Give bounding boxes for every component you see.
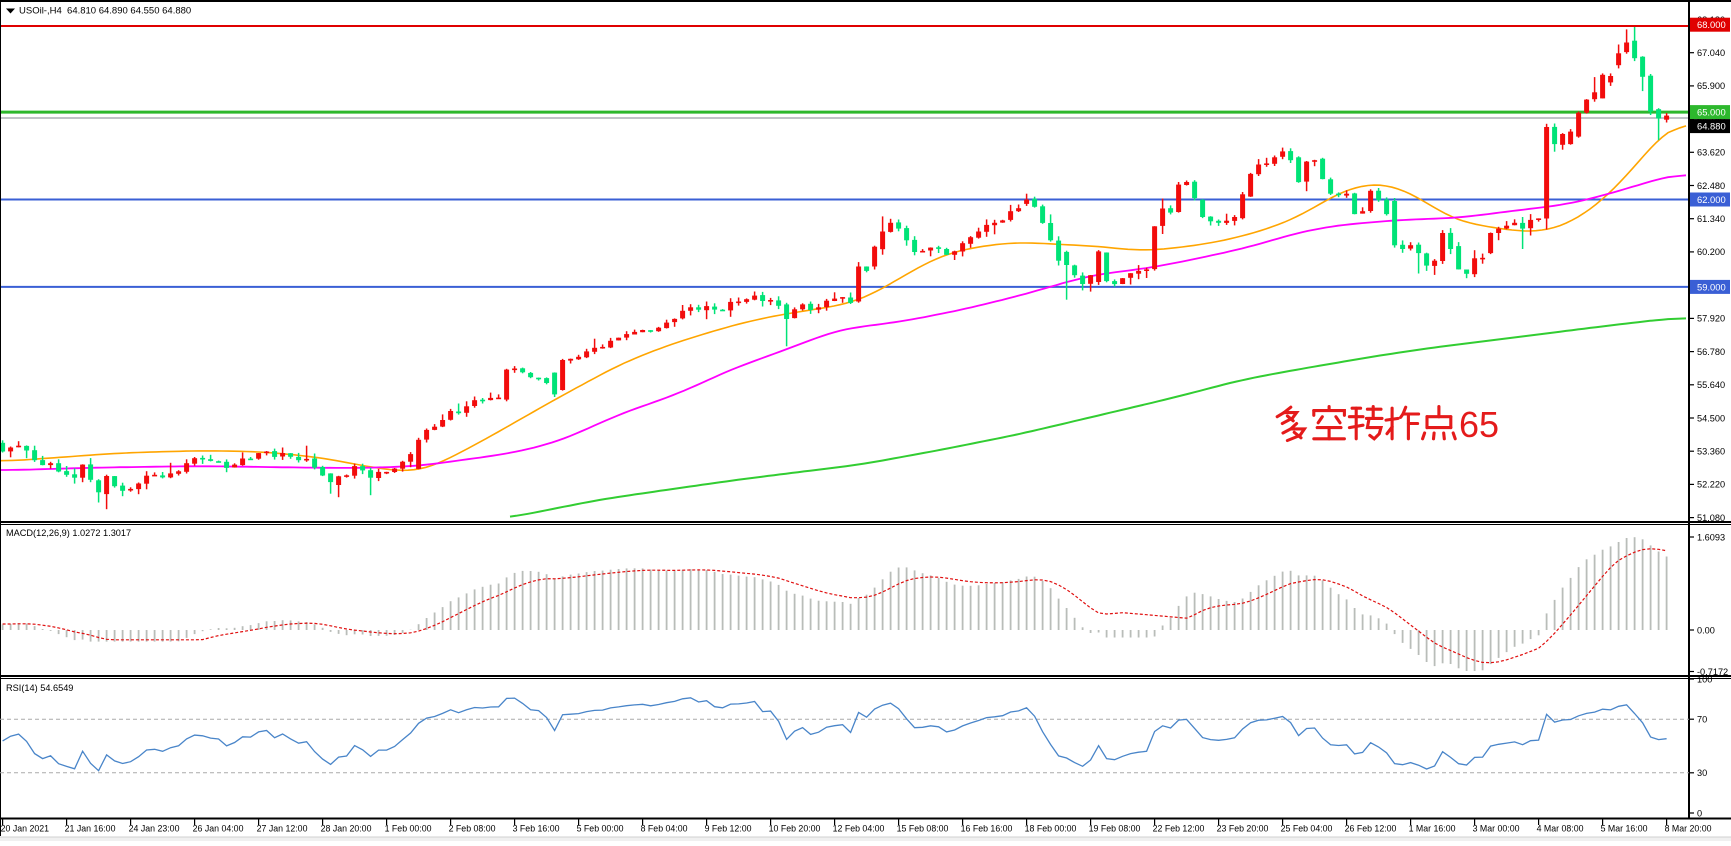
- svg-text:28 Jan 20:00: 28 Jan 20:00: [321, 824, 372, 834]
- svg-text:5 Mar 16:00: 5 Mar 16:00: [1601, 824, 1648, 834]
- svg-text:-0.7172: -0.7172: [1697, 667, 1728, 677]
- svg-text:60.200: 60.200: [1697, 247, 1725, 257]
- svg-text:15 Feb 08:00: 15 Feb 08:00: [897, 824, 949, 834]
- svg-text:19 Feb 08:00: 19 Feb 08:00: [1089, 824, 1141, 834]
- svg-text:1 Mar 16:00: 1 Mar 16:00: [1409, 824, 1456, 834]
- svg-text:12 Feb 04:00: 12 Feb 04:00: [833, 824, 885, 834]
- svg-text:67.040: 67.040: [1697, 48, 1725, 58]
- svg-text:52.220: 52.220: [1697, 480, 1725, 490]
- svg-text:63.620: 63.620: [1697, 148, 1725, 158]
- svg-text:70: 70: [1697, 715, 1707, 725]
- svg-text:30: 30: [1697, 768, 1707, 778]
- svg-text:62.000: 62.000: [1697, 194, 1726, 205]
- svg-text:65.900: 65.900: [1697, 81, 1725, 91]
- svg-text:62.480: 62.480: [1697, 181, 1725, 191]
- svg-text:3 Mar 00:00: 3 Mar 00:00: [1473, 824, 1520, 834]
- svg-text:8 Mar 20:00: 8 Mar 20:00: [1665, 824, 1712, 834]
- svg-text:25 Feb 04:00: 25 Feb 04:00: [1281, 824, 1333, 834]
- svg-text:8 Feb 04:00: 8 Feb 04:00: [641, 824, 688, 834]
- svg-text:26 Feb 12:00: 26 Feb 12:00: [1345, 824, 1397, 834]
- svg-text:53.360: 53.360: [1697, 447, 1725, 457]
- svg-text:64.880: 64.880: [1697, 121, 1726, 132]
- svg-text:65.000: 65.000: [1697, 107, 1726, 118]
- svg-text:23 Feb 20:00: 23 Feb 20:00: [1217, 824, 1269, 834]
- svg-text:9 Feb 12:00: 9 Feb 12:00: [705, 824, 752, 834]
- svg-text:18 Feb 00:00: 18 Feb 00:00: [1025, 824, 1077, 834]
- svg-text:USOil-,H4 64.810 64.890 64.55: USOil-,H4 64.810 64.890 64.550 64.880: [19, 6, 191, 17]
- svg-text:RSI(14) 54.6549: RSI(14) 54.6549: [6, 683, 73, 693]
- svg-text:5 Feb 00:00: 5 Feb 00:00: [577, 824, 624, 834]
- svg-text:1.6093: 1.6093: [1697, 532, 1725, 542]
- svg-text:54.500: 54.500: [1697, 413, 1725, 423]
- svg-text:65: 65: [1459, 404, 1499, 445]
- svg-text:MACD(12,26,9) 1.0272 1.3017: MACD(12,26,9) 1.0272 1.3017: [6, 528, 131, 538]
- svg-text:16 Feb 16:00: 16 Feb 16:00: [961, 824, 1013, 834]
- svg-text:22 Feb 12:00: 22 Feb 12:00: [1153, 824, 1205, 834]
- svg-text:10 Feb 20:00: 10 Feb 20:00: [769, 824, 821, 834]
- svg-text:68.000: 68.000: [1697, 19, 1726, 30]
- svg-text:56.780: 56.780: [1697, 347, 1725, 357]
- svg-text:21 Jan 16:00: 21 Jan 16:00: [65, 824, 116, 834]
- svg-text:4 Mar 08:00: 4 Mar 08:00: [1537, 824, 1584, 834]
- svg-text:2 Feb 08:00: 2 Feb 08:00: [449, 824, 496, 834]
- svg-text:0: 0: [1697, 808, 1702, 818]
- svg-text:57.920: 57.920: [1697, 314, 1725, 324]
- svg-text:0.00: 0.00: [1697, 625, 1715, 635]
- svg-text:27 Jan 12:00: 27 Jan 12:00: [257, 824, 308, 834]
- svg-text:24 Jan 23:00: 24 Jan 23:00: [129, 824, 180, 834]
- svg-text:59.000: 59.000: [1697, 281, 1726, 292]
- svg-text:55.640: 55.640: [1697, 380, 1725, 390]
- svg-text:51.080: 51.080: [1697, 513, 1725, 523]
- svg-text:20 Jan 2021: 20 Jan 2021: [1, 824, 50, 834]
- svg-text:3 Feb 16:00: 3 Feb 16:00: [513, 824, 560, 834]
- svg-text:61.340: 61.340: [1697, 214, 1725, 224]
- svg-text:1 Feb 00:00: 1 Feb 00:00: [385, 824, 432, 834]
- svg-text:100: 100: [1697, 674, 1712, 684]
- svg-text:26 Jan 04:00: 26 Jan 04:00: [193, 824, 244, 834]
